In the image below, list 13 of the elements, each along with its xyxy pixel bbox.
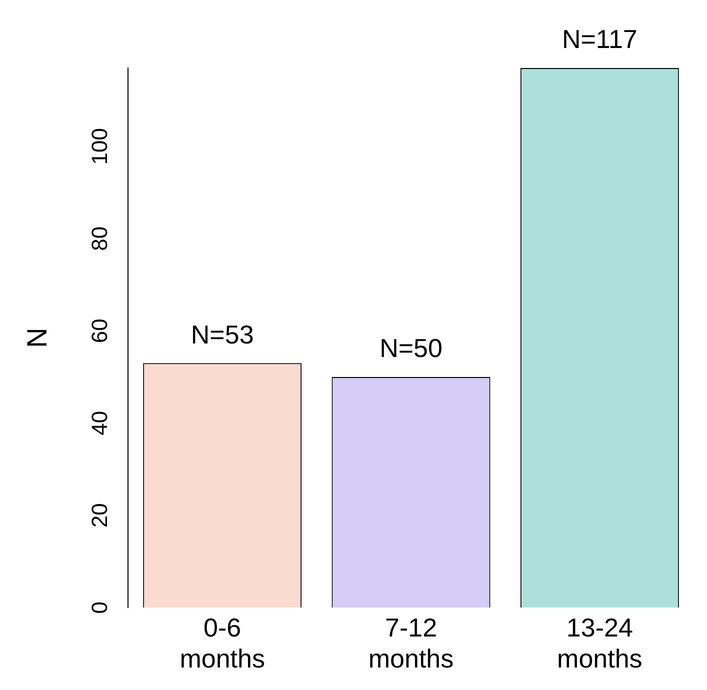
y-tick-label: 60	[87, 318, 112, 344]
y-tick-label: 80	[87, 226, 112, 251]
y-tick-label: 100	[87, 128, 112, 165]
data-label: N=53	[190, 319, 254, 350]
x-tick-label: 7-12 months	[368, 612, 454, 674]
y-tick-label: 0	[87, 601, 112, 614]
y-axis-title: N	[22, 328, 53, 348]
x-tick-label: 13-24 months	[557, 612, 642, 674]
y-tick-label: 40	[87, 410, 112, 436]
data-label: N=50	[380, 333, 442, 364]
data-label: N=117	[562, 24, 638, 54]
y-tick-label: 20	[87, 503, 112, 528]
x-tick-label: 0-6 months	[180, 612, 265, 674]
